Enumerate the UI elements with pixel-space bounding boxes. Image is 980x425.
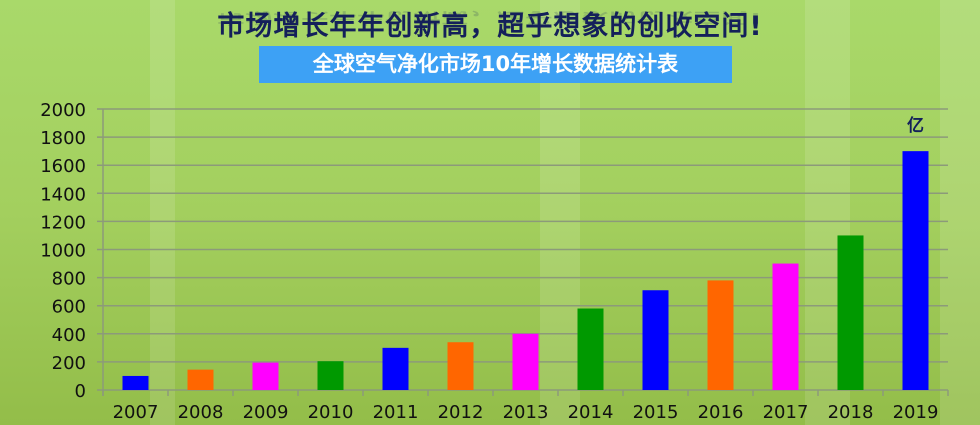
bar-2015 bbox=[642, 290, 669, 390]
y-tick-label: 800 bbox=[52, 269, 86, 290]
bar-2012 bbox=[447, 342, 474, 390]
x-tick-label: 2014 bbox=[568, 402, 614, 423]
y-tick-label: 1400 bbox=[40, 184, 86, 205]
bar-2019 bbox=[902, 151, 929, 390]
x-tick-label: 2018 bbox=[828, 402, 874, 423]
x-tick-label: 2013 bbox=[503, 402, 549, 423]
x-tick-label: 2015 bbox=[633, 402, 679, 423]
x-tick-label: 2011 bbox=[373, 402, 419, 423]
y-tick-label: 2000 bbox=[40, 100, 86, 121]
y-tick-label: 0 bbox=[75, 381, 86, 402]
x-tick-label: 2007 bbox=[113, 402, 159, 423]
bar-2017 bbox=[772, 263, 799, 390]
bar-2013 bbox=[512, 333, 539, 390]
x-tick-label: 2019 bbox=[893, 402, 939, 423]
x-tick-label: 2009 bbox=[243, 402, 289, 423]
bar-2009 bbox=[252, 362, 279, 390]
headline: 市场增长年年创新高，超乎想象的创收空间! bbox=[217, 11, 763, 42]
y-tick-label: 200 bbox=[52, 353, 86, 374]
bar-2010 bbox=[317, 361, 344, 390]
bg-stripe bbox=[150, 0, 175, 425]
bar-2008 bbox=[187, 369, 214, 390]
unit-label: 亿 bbox=[907, 115, 924, 136]
y-tick-label: 1600 bbox=[40, 156, 86, 177]
bg-stripe bbox=[940, 0, 980, 425]
y-tick-label: 1200 bbox=[40, 212, 86, 233]
x-tick-label: 2010 bbox=[308, 402, 354, 423]
y-tick-label: 400 bbox=[52, 325, 86, 346]
bar-2011 bbox=[382, 347, 409, 390]
x-tick-label: 2012 bbox=[438, 402, 484, 423]
bar-2016 bbox=[707, 280, 734, 390]
bar-2018 bbox=[837, 235, 864, 390]
y-tick-label: 600 bbox=[52, 297, 86, 318]
x-tick-label: 2017 bbox=[763, 402, 809, 423]
y-tick-label: 1000 bbox=[40, 241, 86, 262]
y-tick-label: 1800 bbox=[40, 128, 86, 149]
chart-title: 全球空气净化市场10年增长数据统计表 bbox=[259, 46, 732, 83]
x-tick-label: 2008 bbox=[178, 402, 224, 423]
x-tick-label: 2016 bbox=[698, 402, 744, 423]
bar-2014 bbox=[577, 308, 604, 390]
bar-2007 bbox=[122, 375, 149, 390]
